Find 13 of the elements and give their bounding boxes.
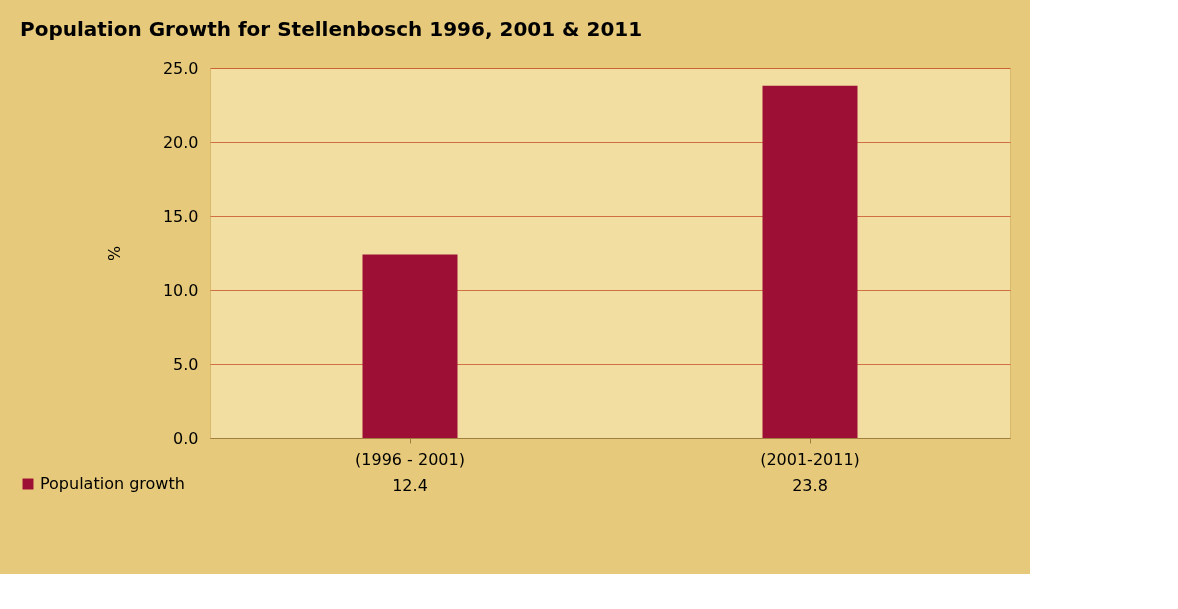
y-tick-label: 20.0 [162, 132, 199, 152]
y-axis-title: % [104, 245, 124, 262]
y-tick-label: 5.0 [173, 354, 199, 374]
x-tick-label: (1996 - 2001) [355, 449, 465, 469]
x-tick-label: (2001-2011) [760, 449, 860, 469]
data-label: 23.8 [792, 476, 828, 495]
y-tick-label: 0.0 [173, 428, 199, 448]
y-tick-label: 25.0 [162, 58, 199, 78]
y-tick-label: 15.0 [162, 206, 199, 226]
chart-title: Population Growth for Stellenbosch 1996, 2001 & 2011 [20, 17, 643, 41]
legend-label: Population growth [40, 474, 185, 493]
y-tick-label: 10.0 [162, 280, 199, 300]
data-label: 12.4 [392, 476, 428, 495]
